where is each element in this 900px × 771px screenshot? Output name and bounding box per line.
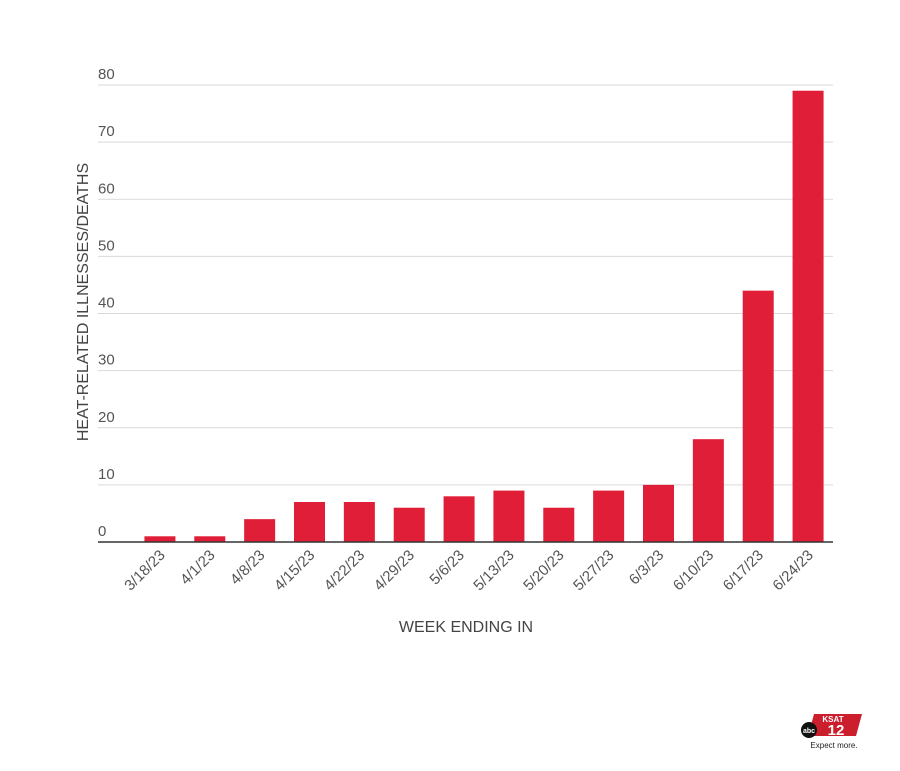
abc-icon <box>801 722 817 738</box>
y-tick-label: 30 <box>98 352 115 369</box>
x-tick-label: 4/1/23 <box>177 547 219 589</box>
y-tick-label: 0 <box>98 523 106 540</box>
x-tick-label: 4/8/23 <box>227 547 269 589</box>
x-tick-label: 5/27/23 <box>570 547 617 594</box>
y-tick-label: 50 <box>98 237 115 254</box>
y-tick-label: 40 <box>98 295 115 312</box>
bar <box>593 490 625 542</box>
bar <box>244 519 276 542</box>
bar <box>792 90 824 543</box>
gridlines <box>98 84 833 486</box>
bar <box>194 536 226 542</box>
x-tick-label: 4/15/23 <box>271 547 318 594</box>
bar <box>443 496 475 542</box>
y-tick-label: 20 <box>98 409 115 426</box>
bar <box>742 290 774 542</box>
x-tick-label: 6/3/23 <box>626 547 668 589</box>
y-axis-ticks: 0 10 20 30 40 50 60 70 80 <box>98 66 115 540</box>
x-tick-label: 6/17/23 <box>720 547 767 594</box>
x-tick-label: 3/18/23 <box>121 547 168 594</box>
logo-tagline: Expect more. <box>810 741 857 750</box>
logo-channel: 12 <box>828 722 845 739</box>
y-tick-label: 10 <box>98 466 115 483</box>
y-tick-label: 70 <box>98 123 115 140</box>
bar <box>493 490 525 542</box>
x-axis-title: WEEK ENDING IN <box>399 619 533 636</box>
bar <box>294 502 325 542</box>
y-tick-label: 80 <box>98 66 115 83</box>
x-tick-label: 4/29/23 <box>371 547 418 594</box>
bar <box>393 507 425 542</box>
bar <box>692 439 724 542</box>
logo-station: KSAT <box>822 715 843 724</box>
bar <box>144 536 176 542</box>
bar <box>543 507 575 542</box>
x-tick-label: 6/24/23 <box>769 547 816 594</box>
x-tick-label: 5/6/23 <box>426 547 468 589</box>
station-logo: KSAT 12 abc Expect more. <box>801 714 862 750</box>
x-tick-label: 5/13/23 <box>470 547 517 594</box>
y-axis-title: HEAT-RELATED ILLNESSES/DEATHS <box>75 163 92 441</box>
bar <box>343 502 375 542</box>
bars <box>144 90 824 543</box>
x-tick-label: 4/22/23 <box>321 547 368 594</box>
x-axis-ticks: 3/18/23 4/1/23 4/8/23 4/15/23 4/22/23 4/29/23… <box>121 547 817 594</box>
x-tick-label: 5/20/23 <box>520 547 567 594</box>
bar <box>643 484 674 542</box>
y-tick-label: 60 <box>98 180 115 197</box>
x-tick-label: 6/10/23 <box>670 547 717 594</box>
logo-network: abc <box>803 728 815 735</box>
